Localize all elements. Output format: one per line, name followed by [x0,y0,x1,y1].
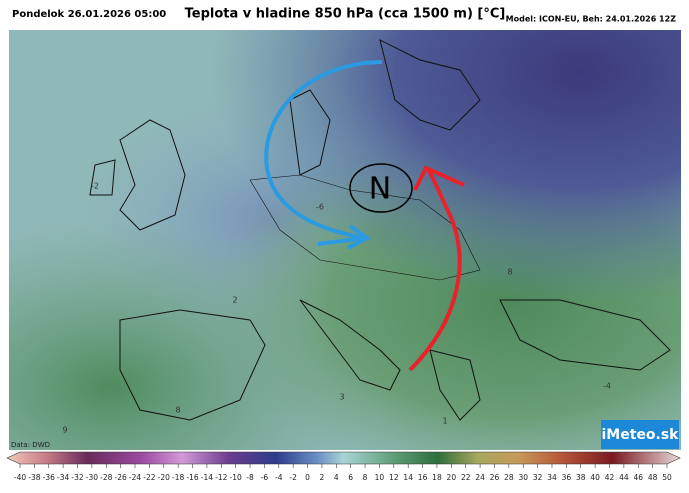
colorbar-label: -26 [115,473,127,482]
colorbar-label: -20 [158,473,170,482]
colorbar-label: 6 [348,473,353,482]
colorbar-label: 16 [418,473,428,482]
colorbar-label: -22 [143,473,155,482]
colorbar-label: 40 [590,473,600,482]
logo-box [601,420,679,449]
colorbar-label: -32 [71,473,83,482]
colorbar-label: -8 [246,473,254,482]
colorbar-label: 50 [662,473,672,482]
colorbar-label: 8 [363,473,368,482]
colorbar-label: -4 [275,473,283,482]
map-value: -6 [316,203,324,212]
colorbar-label: 20 [447,473,457,482]
colorbar-label: 28 [504,473,514,482]
colorbar-label: 46 [633,473,643,482]
colorbar-label: -40 [14,473,26,482]
colorbar-label: -28 [100,473,112,482]
pressure-circle [349,163,413,213]
date: Pondelok 26.01.2026 05:00 [12,9,166,20]
colorbar-label: 34 [547,473,557,482]
colorbar-label: -14 [201,473,213,482]
colorbar-label: 22 [461,473,471,482]
colorbar-label: 0 [305,473,310,482]
coastlines [89,39,671,421]
red-arrow [408,168,462,372]
map-value: -2 [91,182,99,191]
colorbar-label: -38 [28,473,40,482]
red-arrow-head [413,165,465,191]
colorbar-label: 2 [320,473,325,482]
colorbar-label: -6 [261,473,269,482]
colorbar-label: -24 [129,473,141,482]
colorbar-label: 48 [648,473,658,482]
colorbar-label: -34 [57,473,69,482]
colorbar-label: -12 [215,473,227,482]
title: Teplota v hladine 850 hPa (cca 1500 m) [… [185,7,506,22]
colorbar-label: 14 [403,473,413,482]
colorbar-label: 26 [490,473,500,482]
model-info: Model: ICON-EU, Beh: 24.01.2026 12Z [506,15,677,24]
colorbar-label: -10 [230,473,242,482]
map-value: 3 [339,393,344,402]
colorbar-label: 12 [389,473,399,482]
map-value: 1 [442,417,447,426]
colorbar-label: -2 [289,473,297,482]
colorbar-label: 18 [432,473,442,482]
colorbar [6,451,681,465]
pressure-label: N [369,172,391,207]
colorbar-label: 24 [475,473,485,482]
map-value: 2 [232,296,237,305]
map: N -2 -6 2 8 3 8 9 1 -4 Data: DWD iMeteo.sk [9,30,681,450]
colorbar-label: 38 [576,473,586,482]
map-value: 9 [62,426,67,435]
colorbar-label: 4 [334,473,339,482]
logo: iMeteo.sk [602,427,680,443]
blue-arrow [264,60,383,240]
blue-arrow-head [317,224,371,250]
colorbar-label: 32 [533,473,543,482]
colorbar-label: 44 [619,473,629,482]
map-value: 8 [175,406,180,415]
colorbar-label: 36 [562,473,572,482]
colorbar-label: -36 [43,473,55,482]
colorbar-label: -16 [186,473,198,482]
colorbar-label: -18 [172,473,184,482]
colorbar-label: -30 [86,473,98,482]
colorbar-label: 30 [518,473,528,482]
map-value: 8 [507,268,512,277]
map-value: -4 [603,382,611,391]
colorbar-label: 10 [375,473,385,482]
colorbar-label: 42 [605,473,615,482]
data-source: Data: DWD [11,441,50,449]
